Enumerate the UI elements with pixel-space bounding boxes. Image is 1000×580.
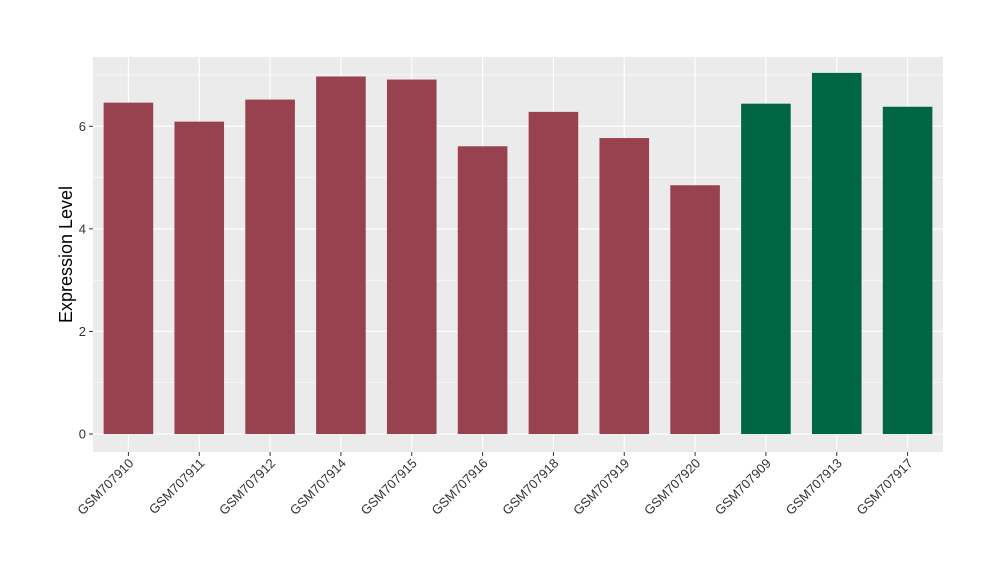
bar-GSM707911 — [174, 121, 225, 435]
y-tick-label: 4 — [79, 221, 86, 236]
bar-GSM707912 — [245, 99, 295, 435]
x-tick-label: GSM707917 — [853, 456, 915, 518]
x-tick-label: GSM707909 — [712, 456, 774, 518]
x-tick-label: GSM707913 — [783, 456, 845, 518]
x-tick-label: GSM707919 — [570, 456, 632, 518]
x-tick-label: GSM707915 — [358, 456, 420, 518]
bar-GSM707917 — [882, 106, 933, 435]
y-tick-label: 2 — [79, 324, 86, 339]
x-axis: GSM707910 GSM707911 GSM707912 GSM707914 GSM7… — [74, 452, 916, 518]
y-tick-label: 6 — [79, 119, 86, 134]
minor-gridlines — [93, 74, 943, 384]
x-tick-label: GSM707916 — [428, 456, 490, 518]
bar-GSM707910 — [103, 102, 154, 435]
bar-GSM707918 — [528, 111, 579, 435]
x-tick-label: GSM707912 — [216, 456, 278, 518]
x-tick-label: GSM707914 — [287, 456, 349, 518]
bar-GSM707909 — [741, 103, 791, 435]
bar-GSM707913 — [811, 72, 862, 435]
y-tick-label: 0 — [79, 427, 86, 442]
y-axis: 0 2 4 6 — [79, 119, 93, 442]
bar-GSM707920 — [670, 185, 720, 435]
bar-GSM707916 — [457, 146, 508, 435]
bars — [103, 72, 933, 435]
y-axis-title: Expression Level — [56, 186, 76, 323]
plot-panel — [93, 57, 943, 452]
x-tick-label: GSM707918 — [499, 456, 561, 518]
bar-GSM707915 — [386, 79, 437, 435]
bar-GSM707919 — [599, 138, 650, 435]
bar-GSM707914 — [316, 76, 366, 435]
x-tick-label: GSM707920 — [641, 456, 703, 518]
x-tick-label: GSM707911 — [146, 456, 208, 518]
x-tick-label: GSM707910 — [74, 456, 136, 518]
